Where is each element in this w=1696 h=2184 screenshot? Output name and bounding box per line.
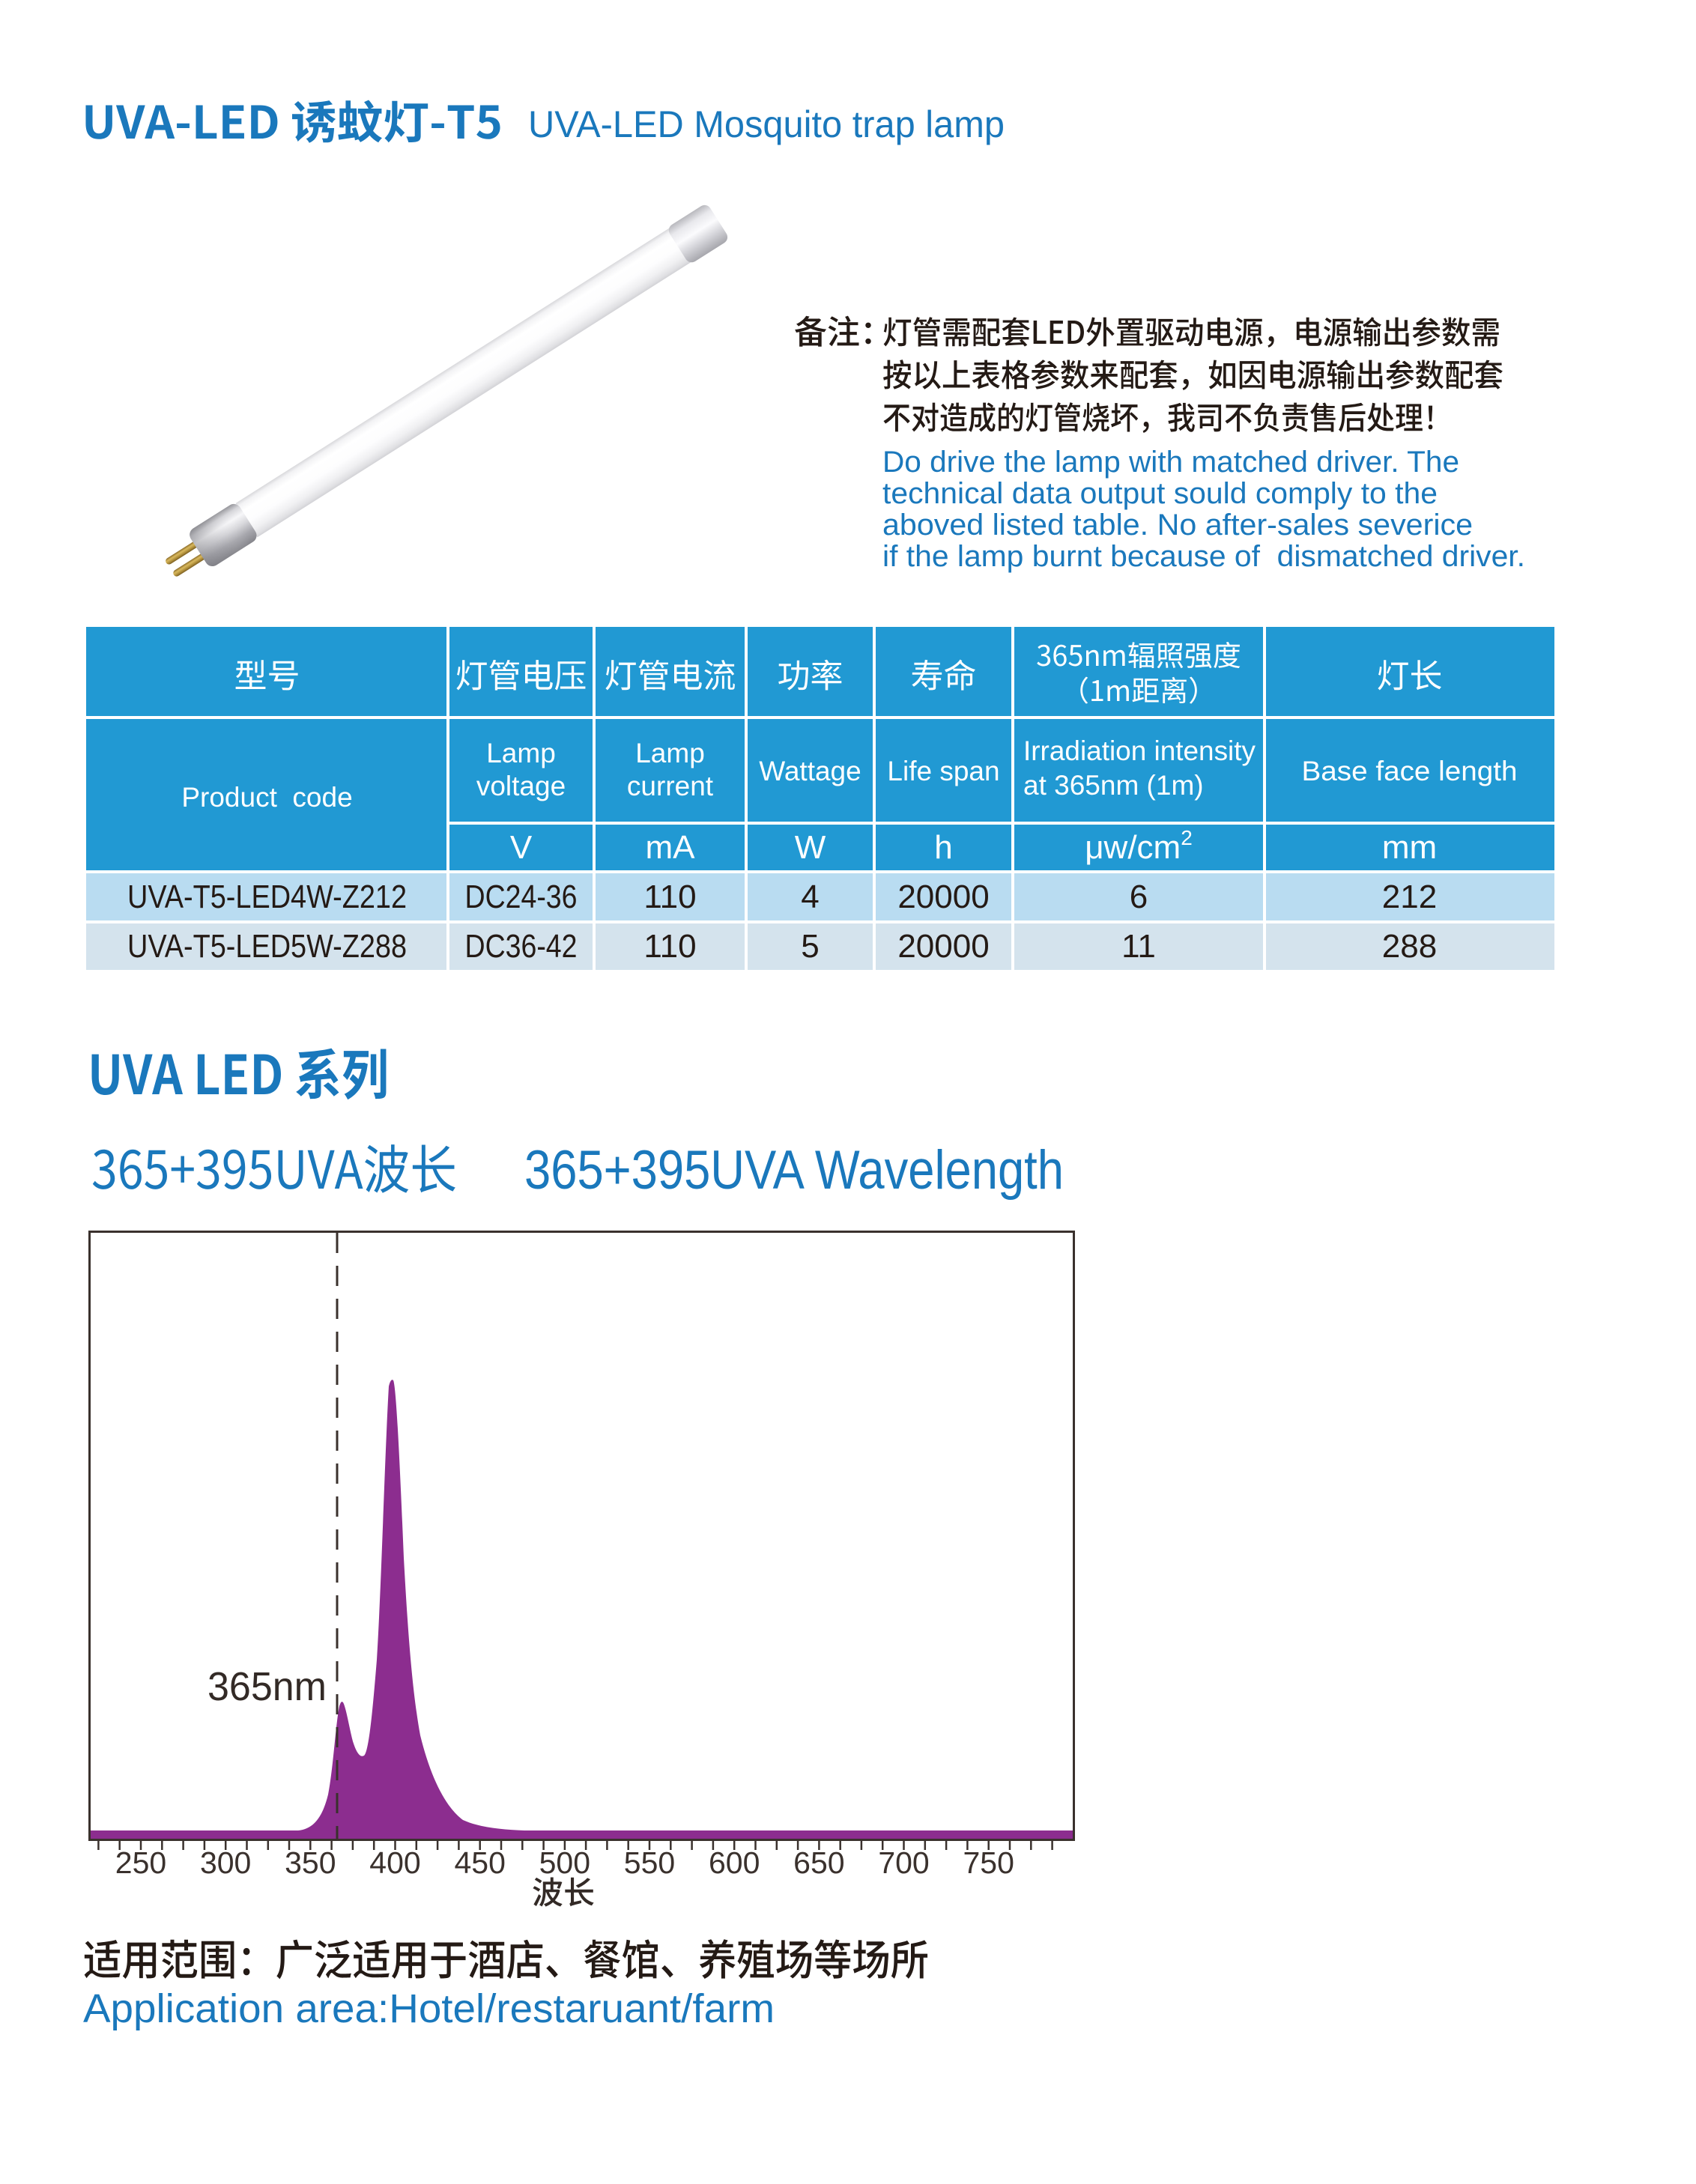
svg-text:DC36-42: DC36-42: [465, 928, 578, 965]
svg-text:Application area:Hotel/restaru: Application area:Hotel/restaruant/farm: [83, 1986, 775, 2031]
svg-text:365nm: 365nm: [208, 1664, 327, 1709]
svg-text:W: W: [795, 829, 826, 866]
svg-text:Lamp: Lamp: [635, 738, 705, 768]
svg-text:288: 288: [1382, 928, 1437, 965]
svg-text:Irradiation intensity: Irradiation intensity: [1023, 735, 1256, 766]
svg-text:300: 300: [200, 1845, 251, 1880]
svg-text:if the lamp burnt because of: if the lamp burnt because of dismatched …: [882, 540, 1525, 573]
svg-text:Product code: Product code: [181, 782, 352, 813]
svg-text:h: h: [934, 829, 952, 866]
svg-text:mm: mm: [1382, 829, 1437, 866]
svg-text:current: current: [627, 771, 714, 801]
svg-text:4: 4: [801, 879, 819, 915]
svg-text:250: 250: [115, 1845, 166, 1880]
svg-text:Lamp: Lamp: [486, 738, 556, 768]
svg-text:technical data output sould co: technical data output sould comply to th…: [882, 477, 1438, 510]
svg-text:650: 650: [793, 1845, 844, 1880]
svg-text:voltage: voltage: [476, 771, 566, 801]
svg-text:550: 550: [624, 1845, 675, 1880]
svg-text:450: 450: [454, 1845, 505, 1880]
svg-text:20000: 20000: [897, 879, 989, 915]
svg-text:700: 700: [878, 1845, 929, 1880]
svg-text:20000: 20000: [897, 928, 989, 965]
svg-text:Wattage: Wattage: [759, 756, 861, 786]
svg-text:350: 350: [285, 1845, 336, 1880]
svg-text:110: 110: [643, 928, 696, 965]
svg-text:μw/cm2: μw/cm2: [1085, 826, 1193, 866]
svg-text:365+395UVA Wavelength: 365+395UVA Wavelength: [524, 1140, 1064, 1201]
svg-text:110: 110: [643, 879, 696, 915]
svg-text:400: 400: [369, 1845, 420, 1880]
svg-text:Base face length: Base face length: [1302, 756, 1518, 786]
svg-text:750: 750: [963, 1845, 1014, 1880]
svg-text:at 365nm (1m): at 365nm (1m): [1023, 770, 1204, 801]
svg-text:V: V: [510, 829, 533, 866]
svg-text:6: 6: [1130, 879, 1148, 915]
svg-text:11: 11: [1121, 928, 1156, 965]
svg-text:aboved listed table. No after-: aboved listed table. No after-sales seve…: [882, 509, 1473, 542]
svg-text:UVA-LED Mosquito trap lamp: UVA-LED Mosquito trap lamp: [528, 103, 1005, 145]
svg-text:600: 600: [709, 1845, 760, 1880]
svg-text:500: 500: [539, 1845, 590, 1880]
svg-text:DC24-36: DC24-36: [465, 879, 578, 915]
svg-text:UVA-T5-LED5W-Z288: UVA-T5-LED5W-Z288: [127, 928, 407, 965]
svg-text:mA: mA: [646, 829, 696, 866]
svg-text:UVA-T5-LED4W-Z212: UVA-T5-LED4W-Z212: [127, 879, 407, 915]
svg-text:212: 212: [1382, 879, 1437, 915]
svg-text:Do drive the lamp with matched: Do drive the lamp with matched driver. T…: [882, 446, 1459, 479]
svg-text:5: 5: [801, 928, 819, 965]
svg-text:Life span: Life span: [887, 756, 999, 786]
